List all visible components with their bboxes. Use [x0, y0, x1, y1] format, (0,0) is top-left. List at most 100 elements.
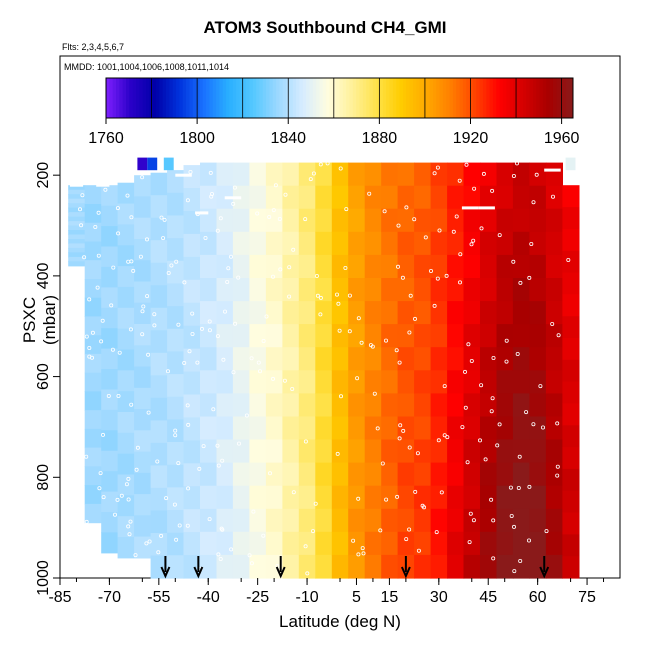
heatmap-cell	[265, 508, 283, 533]
sample-point	[555, 473, 560, 478]
heatmap-cell	[545, 162, 563, 187]
heatmap-cell	[282, 185, 300, 210]
heatmap-cell	[232, 301, 250, 325]
colorbar-segment	[529, 78, 534, 118]
heatmap-cell	[480, 554, 498, 579]
heatmap-cell	[463, 370, 481, 394]
heatmap-cell	[512, 508, 530, 533]
sample-point	[176, 322, 181, 327]
sample-point	[415, 451, 420, 456]
heatmap-cell	[414, 162, 432, 187]
heatmap-cell	[529, 462, 547, 487]
sample-point	[249, 561, 254, 566]
heatmap-cell	[562, 381, 580, 404]
heatmap-cell	[68, 185, 86, 191]
heatmap-cell	[150, 487, 168, 511]
sample-point	[226, 266, 231, 271]
sample-point	[138, 254, 143, 259]
heatmap-cell	[447, 508, 465, 533]
heatmap-cell	[101, 226, 119, 248]
heatmap-cell	[315, 162, 333, 187]
heatmap-cell	[414, 347, 432, 371]
heatmap-cell	[364, 347, 382, 371]
heatmap-cell	[298, 324, 316, 348]
sample-point	[524, 410, 529, 415]
sample-point	[186, 422, 191, 427]
sample-point	[512, 569, 517, 574]
sample-point	[454, 214, 459, 219]
heatmap-cell	[117, 245, 135, 267]
sample-point	[383, 338, 388, 343]
sample-point	[236, 441, 241, 446]
heatmap-cell	[381, 462, 399, 487]
heatmap-cell	[167, 464, 185, 488]
colorbar-segment	[246, 78, 250, 118]
heatmap-cell	[298, 231, 316, 256]
sample-point	[115, 206, 120, 211]
sample-point	[84, 334, 89, 339]
heatmap-cell	[545, 254, 563, 279]
heatmap-cell	[101, 389, 119, 411]
sample-point	[124, 482, 129, 487]
heatmap-cell	[512, 278, 530, 302]
sample-point	[176, 461, 181, 466]
heatmap-cell	[232, 347, 250, 371]
sample-point	[128, 519, 133, 524]
heatmap-cell	[463, 254, 481, 279]
sample-point	[287, 294, 292, 299]
heatmap-cell	[117, 537, 135, 559]
sample-point	[432, 303, 437, 308]
sample-point	[129, 259, 134, 264]
colorbar-segment	[236, 78, 240, 118]
colorbar-segment	[172, 78, 177, 118]
sample-point	[361, 551, 366, 556]
sample-point	[165, 369, 170, 374]
colorbar-segment	[419, 78, 424, 118]
heatmap-cell	[430, 185, 448, 210]
sample-point	[222, 309, 227, 314]
heatmap-cell	[397, 347, 415, 371]
heatmap-cell	[512, 416, 530, 441]
heatmap-cell	[397, 485, 415, 510]
sample-point	[351, 538, 356, 543]
sample-point	[177, 523, 182, 528]
sample-point	[397, 436, 402, 441]
colorbar-segment	[142, 78, 147, 118]
heatmap-cell	[545, 439, 563, 464]
colorbar-segment	[439, 78, 444, 118]
sample-point	[555, 464, 560, 469]
sample-point	[318, 162, 323, 167]
heatmap-cell	[167, 419, 185, 443]
sample-point	[413, 489, 418, 494]
heatmap-cell	[331, 393, 349, 418]
sample-point	[416, 548, 421, 553]
sample-point	[98, 471, 103, 476]
colorbar-segment	[112, 78, 117, 118]
x-tick-label: 45	[479, 589, 497, 606]
sample-point	[131, 268, 136, 273]
heatmap-cell	[68, 212, 86, 218]
heatmap-cell	[381, 162, 399, 187]
colorbar-segment	[139, 78, 144, 118]
sample-point	[442, 384, 447, 389]
heatmap-cell	[298, 462, 316, 487]
heatmap-cell	[512, 531, 530, 556]
sample-point	[356, 316, 361, 321]
colorbar-segment	[136, 78, 140, 118]
heatmap-cell	[117, 203, 135, 225]
colorbar-segment	[499, 78, 504, 118]
sample-point	[538, 384, 543, 389]
heatmap-cell	[249, 393, 267, 418]
sample-point	[404, 205, 409, 210]
sample-point	[310, 529, 315, 534]
colorbar-segment	[446, 78, 451, 118]
heatmap-cell	[397, 370, 415, 394]
colorbar-segment	[166, 78, 170, 118]
sample-point	[111, 265, 116, 270]
heatmap-cell	[200, 185, 218, 210]
sample-point	[100, 318, 105, 323]
sample-point	[144, 237, 149, 242]
heatmap-cell	[134, 260, 152, 283]
colorbar-segment	[366, 78, 371, 118]
